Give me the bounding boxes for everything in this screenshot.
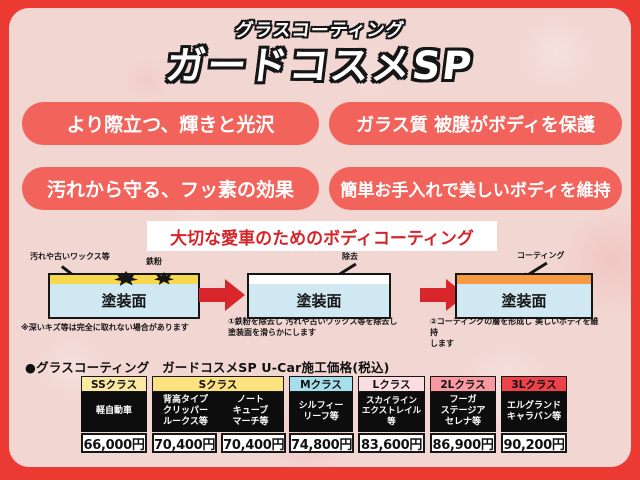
car-cell: エルグランド キャラバン等 — [506, 400, 562, 422]
price-row: 83,600円 — [358, 433, 425, 453]
class-column-ss: SSクラス 軽自動車 66,000円 — [81, 376, 147, 453]
class-header-ss: SSクラス — [81, 376, 147, 392]
class-header-m: Mクラス — [289, 376, 353, 392]
paint-surface-label: 塗装面 — [296, 292, 342, 310]
poster-panel: グラスコーティング ガードコスメSP より際立つ、輝きと光沢 ガラス質 被膜がボ… — [9, 8, 631, 467]
class-column-l: Lクラス スカイライン エクストレイル等 83,600円 — [358, 376, 425, 453]
cleaned-layer — [249, 275, 389, 284]
poster-title: ガードコスメSP — [163, 44, 476, 89]
step3-note: ②コーティングの層を形成し 美しいボディを維持 します — [430, 317, 599, 348]
price-row: 74,800円 — [289, 433, 355, 453]
car-row: シルフィー リーフ等 — [289, 392, 353, 432]
price-row: 66,000円 — [81, 433, 147, 453]
paint-surface-label: 塗装面 — [501, 292, 547, 310]
paint-surface-box-step2: 塗装面 — [247, 273, 391, 319]
car-cell: 軽自動車 — [95, 406, 132, 417]
car-cell: ノート キューブ マーチ等 — [232, 395, 269, 427]
car-cell: シルフィー リーフ等 — [298, 400, 344, 422]
class-header-3l: 3Lクラス — [501, 376, 567, 392]
car-row: 背高タイプ クリッパー ルークス等 ノート キューブ マーチ等 — [152, 392, 284, 432]
car-cell: スカイライン エクストレイル等 — [361, 396, 422, 427]
price-table: SSクラス 軽自動車 66,000円 Sクラス 背高タイプ クリッパー ルークス… — [81, 376, 567, 453]
car-cell: フーガ ステージア セレナ等 — [440, 395, 486, 427]
removal-label: 除去 — [342, 252, 358, 261]
car-row: スカイライン エクストレイル等 — [358, 392, 425, 432]
car-row: フーガ ステージア セレナ等 — [430, 392, 496, 432]
price-cell: 66,000円 — [81, 433, 147, 453]
price-cell: 70,400円 — [152, 433, 218, 453]
class-header-s: Sクラス — [152, 376, 284, 392]
price-cell: 70,400円 — [221, 433, 287, 453]
feature-pill-glass-protection: ガラス質 被膜がボディを保護 — [329, 102, 622, 145]
paint-surface-box-step1: 塗装面 — [48, 271, 200, 319]
car-row: エルグランド キャラバン等 — [501, 392, 567, 432]
step-arrow-icon — [199, 279, 245, 311]
feature-pill-fluorine: 汚れから守る、フッ素の効果 — [22, 167, 319, 210]
dirt-wax-label: 汚れや古いワックス等 — [30, 252, 110, 261]
step1-note: ※深いキズ等は完全に取れない場合があります — [21, 323, 189, 332]
step2-note: ①鉄粉を除去し 汚れや古いワックス等を除去し 塗装面を滑らかにします — [228, 317, 398, 337]
class-column-s: Sクラス 背高タイプ クリッパー ルークス等 ノート キューブ マーチ等 70,… — [152, 376, 287, 453]
price-table-title: ●グラスコーティング ガードコスメSP U-Car施工価格(税込) — [25, 360, 390, 375]
coating-label: コーティング — [517, 251, 565, 260]
coating-layer — [457, 275, 591, 284]
class-column-3l: 3Lクラス エルグランド キャラバン等 90,200円 — [501, 376, 567, 453]
body-coating-banner: 大切な愛車のためのボディコーティング — [147, 221, 497, 251]
price-cell: 83,600円 — [358, 433, 425, 453]
price-row: 90,200円 — [501, 433, 567, 453]
iron-powder-label: 鉄粉 — [146, 257, 162, 266]
paint-surface-box-step3: 塗装面 — [455, 273, 593, 319]
paint-surface-label: 塗装面 — [101, 292, 147, 310]
price-row: 70,400円 70,400円 — [152, 433, 287, 453]
price-cell: 74,800円 — [289, 433, 355, 453]
class-header-l: Lクラス — [358, 376, 425, 392]
feature-pill-shine: より際立つ、輝きと光沢 — [22, 102, 319, 145]
car-cell: 背高タイプ クリッパー ルークス等 — [162, 395, 208, 427]
price-cell: 86,900円 — [430, 433, 496, 453]
class-column-m: Mクラス シルフィー リーフ等 74,800円 — [289, 376, 355, 453]
feature-pill-easy-care: 簡単お手入れで美しいボディを維持 — [329, 167, 622, 210]
price-row: 86,900円 — [430, 433, 496, 453]
price-cell: 90,200円 — [501, 433, 567, 453]
class-header-2l: 2Lクラス — [430, 376, 496, 392]
car-row: 軽自動車 — [81, 392, 147, 432]
class-column-2l: 2Lクラス フーガ ステージア セレナ等 86,900円 — [430, 376, 496, 453]
